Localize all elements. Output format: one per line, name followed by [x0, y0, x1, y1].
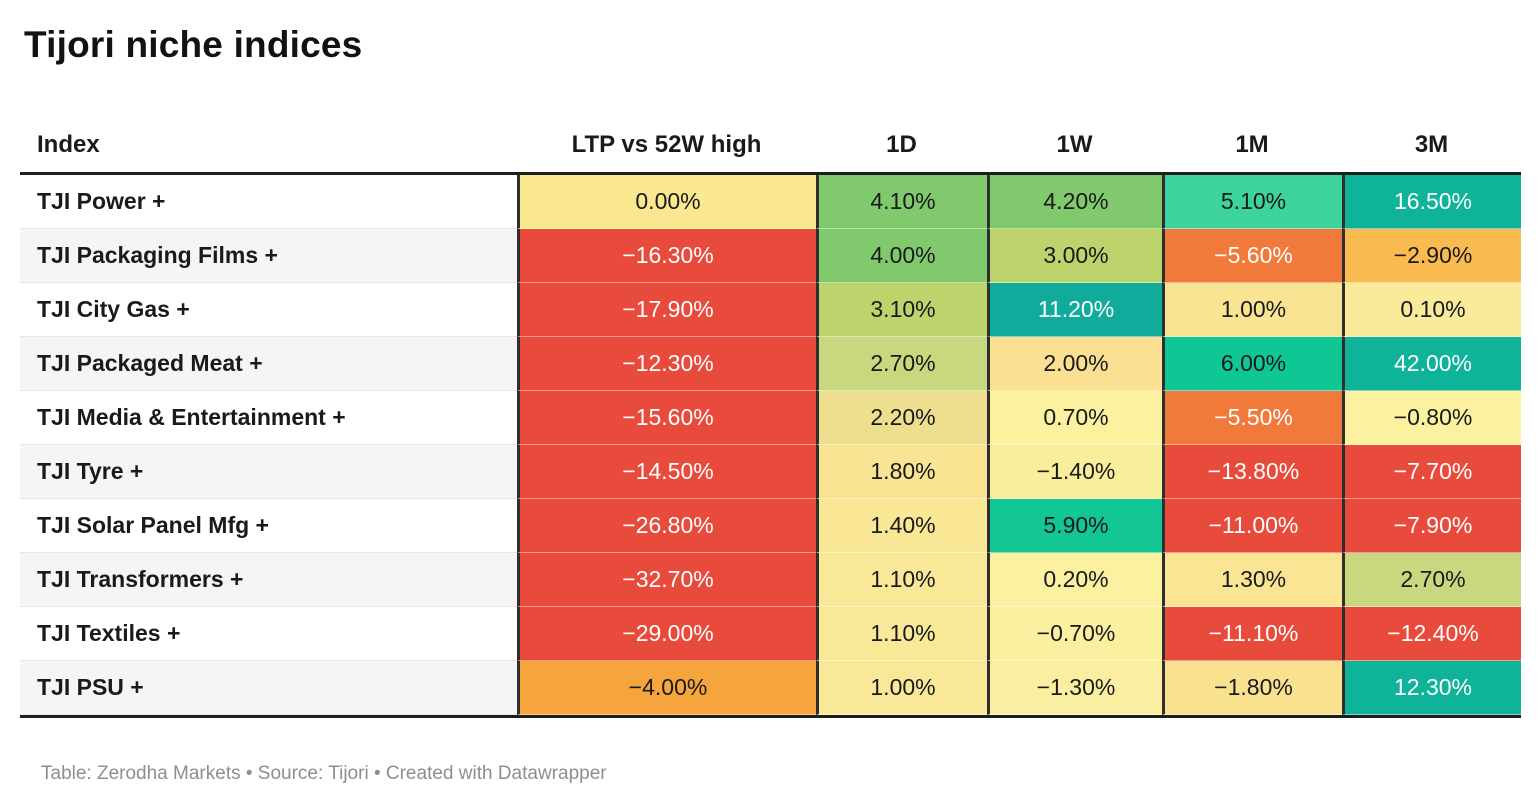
value-cell: −4.00% [517, 661, 816, 715]
indices-table: Index LTP vs 52W high 1D 1W 1M 3M TJI Po… [20, 118, 1521, 718]
row-label[interactable]: TJI Media & Entertainment + [20, 391, 517, 445]
row-label[interactable]: TJI Packaged Meat + [20, 337, 517, 391]
value-cell: −29.00% [517, 607, 816, 661]
column-header-1m: 1M [1235, 131, 1269, 158]
value-cell: −1.40% [987, 445, 1162, 499]
table-row: TJI Packaged Meat + −12.30% 2.70% 2.00% 6.00… [20, 337, 1521, 391]
table-header-row: Index LTP vs 52W high 1D 1W 1M 3M [20, 118, 1521, 175]
value-cell: −12.30% [517, 337, 816, 391]
value-cell: 3.00% [987, 229, 1162, 283]
value-cell: −5.50% [1162, 391, 1342, 445]
attribution-footer: Table: Zerodha Markets • Source: Tijori … [41, 763, 607, 784]
value-cell: 0.70% [987, 391, 1162, 445]
value-cell: 2.70% [1342, 553, 1521, 607]
value-cell: 6.00% [1162, 337, 1342, 391]
value-cell: 1.00% [1162, 283, 1342, 337]
row-label[interactable]: TJI Power + [20, 175, 517, 229]
table-row: TJI Tyre + −14.50% 1.80% −1.40% −13.80% −7.70… [20, 445, 1521, 499]
table-row: TJI Power +0.00% 4.10% 4.20% 5.10% 16.50% [20, 175, 1521, 229]
value-cell: 1.10% [816, 607, 987, 661]
row-label[interactable]: TJI Solar Panel Mfg + [20, 499, 517, 553]
value-cell: −14.50% [517, 445, 816, 499]
value-cell: 0.10% [1342, 283, 1521, 337]
row-label[interactable]: TJI PSU + [20, 661, 517, 715]
value-cell: −26.80% [517, 499, 816, 553]
value-cell: −7.70% [1342, 445, 1521, 499]
value-cell: 2.20% [816, 391, 987, 445]
table-row: TJI Packaging Films + −16.30% 4.00% 3.00% −5… [20, 229, 1521, 283]
row-label[interactable]: TJI Transformers + [20, 553, 517, 607]
page-title: Tijori niche indices [24, 24, 363, 65]
value-cell: 3.10% [816, 283, 987, 337]
table-row: TJI Transformers + −32.70% 1.10% 0.20% 1.30%… [20, 553, 1521, 607]
row-label[interactable]: TJI Textiles + [20, 607, 517, 661]
value-cell: −11.00% [1162, 499, 1342, 553]
value-cell: −0.80% [1342, 391, 1521, 445]
value-cell: 12.30% [1342, 661, 1521, 715]
value-cell: 4.20% [987, 175, 1162, 229]
value-cell: −0.70% [987, 607, 1162, 661]
value-cell: 16.50% [1342, 175, 1521, 229]
value-cell: 2.70% [816, 337, 987, 391]
column-header-ltp-52w-high: LTP vs 52W high [571, 131, 762, 158]
value-cell: −5.60% [1162, 229, 1342, 283]
value-cell: 0.20% [987, 553, 1162, 607]
value-cell: 5.90% [987, 499, 1162, 553]
value-cell: 2.00% [987, 337, 1162, 391]
row-label[interactable]: TJI Packaging Films + [20, 229, 517, 283]
column-header-index: Index [37, 131, 100, 158]
value-cell: −7.90% [1342, 499, 1521, 553]
table-row: TJI City Gas + −17.90% 3.10% 11.20% 1.00% 0.1… [20, 283, 1521, 337]
value-cell: −2.90% [1342, 229, 1521, 283]
column-header-1d: 1D [886, 131, 917, 158]
value-cell: −17.90% [517, 283, 816, 337]
value-cell: 1.00% [816, 661, 987, 715]
page: Tijori niche indices Index LTP vs 52W hi… [20, 24, 1521, 784]
value-cell: 1.30% [1162, 553, 1342, 607]
table-row: TJI Media & Entertainment + −15.60% 2.20% 0… [20, 391, 1521, 445]
value-cell: −1.30% [987, 661, 1162, 715]
value-cell: −32.70% [517, 553, 816, 607]
value-cell: 1.40% [816, 499, 987, 553]
value-cell: −15.60% [517, 391, 816, 445]
value-cell: 11.20% [987, 283, 1162, 337]
column-header-3m: 3M [1414, 131, 1449, 158]
row-label[interactable]: TJI Tyre + [20, 445, 517, 499]
value-cell: 42.00% [1342, 337, 1521, 391]
table-row: TJI Textiles + −29.00% 1.10% −0.70% −11.10% −… [20, 607, 1521, 661]
column-header-1w: 1W [1056, 131, 1093, 158]
value-cell: 4.10% [816, 175, 987, 229]
value-cell: −1.80% [1162, 661, 1342, 715]
value-cell: −16.30% [517, 229, 816, 283]
table-body: TJI Power +0.00% 4.10% 4.20% 5.10% 16.50% TJI… [20, 175, 1521, 718]
value-cell: 1.10% [816, 553, 987, 607]
value-cell: −13.80% [1162, 445, 1342, 499]
table-row: TJI Solar Panel Mfg + −26.80% 1.40% 5.90% −1… [20, 499, 1521, 553]
value-cell: 4.00% [816, 229, 987, 283]
value-cell: 5.10% [1162, 175, 1342, 229]
value-cell: −11.10% [1162, 607, 1342, 661]
row-label[interactable]: TJI City Gas + [20, 283, 517, 337]
value-cell: 0.00% [517, 175, 816, 229]
value-cell: 1.80% [816, 445, 987, 499]
table-row: TJI PSU + −4.00% 1.00% −1.30% −1.80% 12.30% [20, 661, 1521, 715]
value-cell: −12.40% [1342, 607, 1521, 661]
